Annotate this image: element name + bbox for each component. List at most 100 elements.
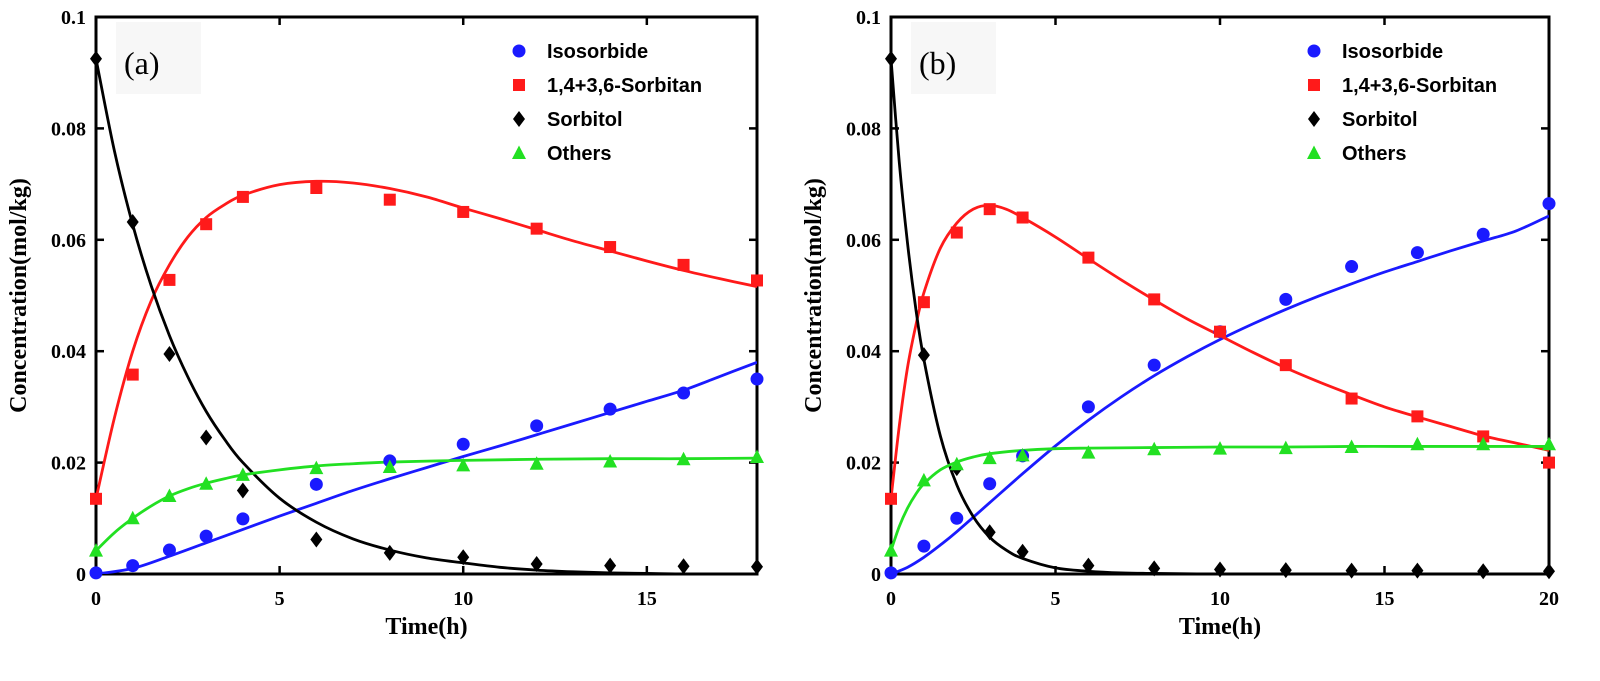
data-point-diamond xyxy=(310,531,323,548)
x-tick-label: 10 xyxy=(453,588,473,610)
data-point-triangle xyxy=(1278,440,1293,455)
data-point-square xyxy=(457,205,470,218)
data-point-circle xyxy=(1345,260,1359,274)
data-point-triangle xyxy=(603,453,618,468)
data-point-square xyxy=(383,193,396,206)
legend-marker-circle xyxy=(512,44,526,58)
data-point-square xyxy=(950,226,963,239)
data-point-triangle xyxy=(1542,436,1556,451)
data-point-triangle xyxy=(1081,445,1096,459)
fit-curve-triangle xyxy=(891,445,1549,552)
fit-curve-triangle xyxy=(96,456,757,552)
data-point-triangle xyxy=(750,449,764,464)
fit-curve-diamond xyxy=(96,58,757,574)
data-point-square xyxy=(126,368,139,381)
data-point-diamond xyxy=(885,50,897,67)
y-tick-label: 0 xyxy=(871,564,881,586)
fit-curve-square xyxy=(96,179,757,500)
plot-frame xyxy=(889,15,1551,576)
legend-marker-triangle xyxy=(512,145,526,159)
panel-label-box xyxy=(911,22,996,94)
data-point-triangle xyxy=(162,488,177,503)
y-tick-label: 0.08 xyxy=(846,118,881,140)
data-point-diamond xyxy=(1279,562,1292,579)
x-tick-label: 0 xyxy=(91,588,101,610)
data-point-diamond xyxy=(751,558,763,575)
x-tick-label: 15 xyxy=(637,588,657,610)
data-point-triangle xyxy=(89,543,103,557)
data-point-square xyxy=(1345,392,1358,405)
legend-label: 1,4+3,6-Sorbitan xyxy=(547,75,702,97)
data-point-circle xyxy=(236,512,250,526)
data-point-square xyxy=(1543,456,1555,469)
data-point-diamond xyxy=(983,524,996,541)
data-point-triangle xyxy=(982,450,997,465)
legend-label: 1,4+3,6-Sorbitan xyxy=(1342,75,1497,97)
plot-frame xyxy=(94,15,759,576)
x-tick-label: 15 xyxy=(1375,588,1395,610)
data-point-square xyxy=(917,296,930,309)
data-point-diamond xyxy=(1543,563,1555,580)
y-tick-label: 0.1 xyxy=(61,7,86,29)
y-tick-label: 0.1 xyxy=(856,7,881,29)
data-point-diamond xyxy=(1411,562,1424,579)
data-point-square xyxy=(1477,430,1490,443)
data-point-square xyxy=(1214,325,1226,338)
y-tick-label: 0 xyxy=(76,564,86,586)
data-point-square xyxy=(236,190,249,203)
data-point-circle xyxy=(89,566,103,580)
data-point-square xyxy=(163,273,176,286)
data-point-diamond xyxy=(200,429,213,446)
data-point-circle xyxy=(917,539,931,553)
data-point-triangle xyxy=(529,456,544,470)
data-point-square xyxy=(1148,293,1161,306)
x-tick-label: 0 xyxy=(886,588,896,610)
x-tick-label: 5 xyxy=(275,588,285,610)
data-point-triangle xyxy=(125,510,140,525)
data-point-square xyxy=(677,258,690,271)
legend-marker-square xyxy=(513,79,525,91)
legend-marker-diamond xyxy=(1308,111,1320,127)
data-point-circle xyxy=(1147,358,1161,372)
data-point-square xyxy=(1082,251,1095,264)
data-point-square xyxy=(1411,410,1424,423)
panel-label-box xyxy=(116,22,201,94)
legend-label: Isosorbide xyxy=(1342,41,1443,63)
legend-marker-diamond xyxy=(513,111,525,127)
data-point-diamond xyxy=(1148,560,1161,577)
fit-curve-circle xyxy=(891,214,1549,574)
data-point-diamond xyxy=(163,345,176,362)
data-point-triangle xyxy=(1476,436,1491,451)
data-point-diamond xyxy=(917,347,930,364)
data-point-diamond xyxy=(604,557,617,574)
fit-curve-square xyxy=(891,203,1549,499)
data-point-circle xyxy=(884,566,898,580)
legend-marker-circle xyxy=(1307,44,1321,58)
data-point-diamond xyxy=(126,213,139,230)
panel-b: 0 0.02 0.04 0.06 0.08 0.1 0 5 10 15 20 Time(h) Conce… xyxy=(801,7,1559,640)
legend-label: Others xyxy=(1342,143,1406,165)
panel-label: (a) xyxy=(124,45,160,81)
data-point-diamond xyxy=(1082,557,1095,574)
data-point-triangle xyxy=(1147,441,1162,456)
y-axis-label: Concentration(mol/kg) xyxy=(801,178,827,413)
data-point-square xyxy=(983,203,996,216)
data-point-square xyxy=(751,274,763,287)
data-point-circle xyxy=(530,419,544,433)
data-point-circle xyxy=(126,559,140,573)
y-tick-label: 0.06 xyxy=(846,230,881,252)
data-point-circle xyxy=(1542,197,1556,211)
x-tick-label: 5 xyxy=(1051,588,1061,610)
data-point-square xyxy=(90,492,102,505)
x-tick-label: 20 xyxy=(1539,588,1559,610)
fit-curve-diamond xyxy=(891,58,1549,574)
legend-label: Sorbitol xyxy=(1342,109,1418,131)
data-point-circle xyxy=(677,386,691,400)
data-point-diamond xyxy=(677,558,690,575)
panel-label: (b) xyxy=(919,45,956,81)
data-point-square xyxy=(200,218,213,231)
data-point-circle xyxy=(603,402,617,416)
data-point-triangle xyxy=(676,451,691,466)
legend-label: Isosorbide xyxy=(547,41,648,63)
fit-curve-circle xyxy=(96,361,757,574)
